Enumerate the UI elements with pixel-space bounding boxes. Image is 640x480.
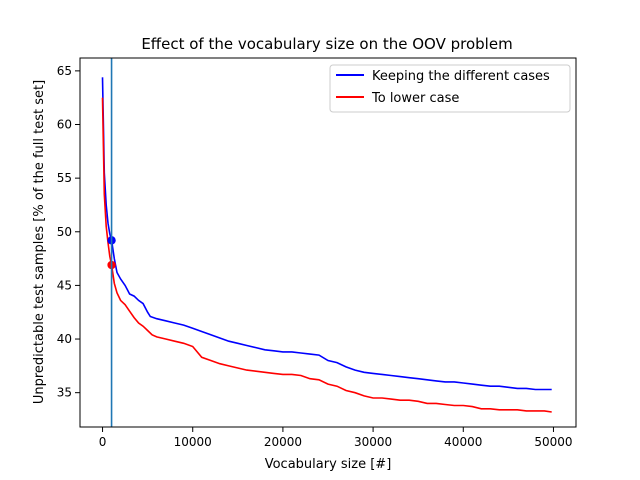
x-axis-ticks: 0 10000 20000 30000 40000 50000 (99, 427, 573, 449)
series-line-0 (101, 77, 552, 391)
y-axis-ticks: 35 40 45 50 55 60 65 (57, 64, 80, 400)
legend: Keeping the different cases To lower cas… (329, 64, 571, 113)
x-tick-label: 30000 (354, 435, 392, 449)
y-tick-label: 55 (57, 171, 72, 185)
x-tick-label: 20000 (264, 435, 302, 449)
y-tick-label: 50 (57, 225, 72, 239)
chart-title: Effect of the vocabulary size on the OOV… (141, 35, 512, 53)
x-tick-label: 0 (99, 435, 107, 449)
legend-box (329, 64, 571, 113)
plot-frame (80, 58, 576, 427)
y-tick-label: 35 (57, 386, 72, 400)
y-tick-label: 60 (57, 118, 72, 132)
legend-label-lower-case: To lower case (371, 91, 459, 106)
x-axis-label: Vocabulary size [#] (265, 457, 392, 472)
series-line-1 (101, 97, 552, 413)
legend-label-keeping-cases: Keeping the different cases (372, 69, 550, 84)
y-tick-label: 45 (57, 278, 72, 292)
y-tick-label: 40 (57, 332, 72, 346)
x-tick-label: 50000 (534, 435, 572, 449)
x-tick-label: 40000 (444, 435, 482, 449)
y-axis-label: Unpredictable test samples [% of the ful… (32, 80, 47, 404)
x-tick-label: 10000 (174, 435, 212, 449)
lines-layer (101, 58, 552, 427)
plot-border (79, 57, 577, 428)
plot-area (79, 57, 577, 428)
y-tick-label: 65 (57, 64, 72, 78)
